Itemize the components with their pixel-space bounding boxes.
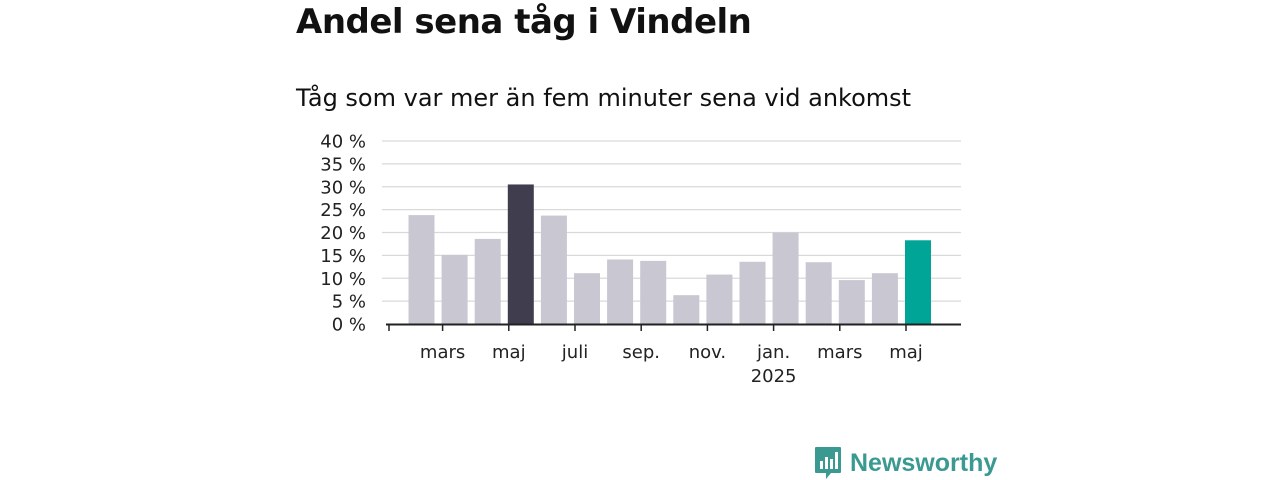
y-tick-label: 20 % bbox=[320, 223, 366, 244]
newsworthy-logo-icon bbox=[815, 447, 841, 479]
bar bbox=[408, 215, 435, 324]
x-tick-label: mars bbox=[817, 342, 862, 363]
bar bbox=[739, 261, 766, 324]
x-axis bbox=[386, 323, 961, 331]
y-tick-label: 40 % bbox=[320, 132, 366, 153]
x-tick-label: juli bbox=[561, 342, 588, 363]
bar bbox=[640, 260, 667, 324]
x-tick-label: jan. bbox=[756, 342, 790, 363]
y-tick-label: 30 % bbox=[320, 177, 366, 198]
bars bbox=[408, 184, 931, 324]
bar bbox=[706, 274, 733, 324]
bar bbox=[474, 238, 501, 324]
y-tick-label: 15 % bbox=[320, 246, 366, 267]
bar bbox=[574, 273, 600, 324]
newsworthy-logo-text: Newsworthy bbox=[850, 449, 998, 477]
grid-lines bbox=[382, 140, 961, 302]
bar bbox=[838, 280, 865, 324]
x-tick-label: maj bbox=[492, 342, 526, 363]
newsworthy-logo: Newsworthy bbox=[814, 446, 997, 480]
x-tick-label: nov. bbox=[689, 342, 726, 363]
y-tick-label: 10 % bbox=[320, 269, 366, 290]
bar bbox=[772, 232, 799, 324]
y-tick-label: 5 % bbox=[332, 292, 366, 313]
bar bbox=[905, 240, 931, 324]
chart-subtitle: Tåg som var mer än fem minuter sena vid … bbox=[296, 84, 912, 112]
bar bbox=[540, 215, 567, 324]
y-tick-label: 35 % bbox=[320, 154, 366, 175]
y-tick-label: 25 % bbox=[320, 200, 366, 221]
x-tick-year-label: 2025 bbox=[751, 366, 797, 387]
bar bbox=[607, 259, 634, 324]
x-tick-label: mars bbox=[420, 342, 465, 363]
bar bbox=[871, 273, 898, 324]
bar bbox=[673, 295, 700, 324]
bar bbox=[507, 184, 534, 324]
x-tick-label: sep. bbox=[622, 342, 660, 363]
bar bbox=[441, 254, 468, 324]
y-axis-tick-labels: 0 %5 %10 %15 %20 %25 %30 %35 %40 % bbox=[320, 132, 366, 336]
y-tick-label: 0 % bbox=[332, 315, 366, 336]
chart-title: Andel sena tåg i Vindeln bbox=[296, 2, 752, 42]
x-tick-label: maj bbox=[889, 342, 923, 363]
x-axis-tick-labels: mars maj juli sep. nov. jan. 2025 mars maj bbox=[420, 342, 923, 387]
bar bbox=[805, 262, 832, 324]
